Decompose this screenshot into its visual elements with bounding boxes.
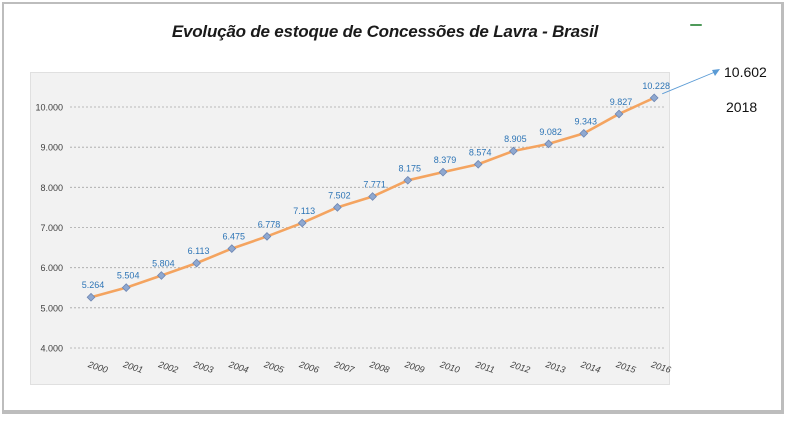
annotation-arrowhead	[712, 69, 720, 76]
x-tick-label: 2013	[544, 359, 567, 375]
data-label: 6.778	[258, 219, 281, 229]
y-tick-label: 10.000	[35, 103, 63, 113]
annotation-year: 2018	[726, 99, 758, 115]
data-point	[262, 232, 272, 241]
x-tick-label: 2014	[579, 359, 602, 375]
y-tick-label: 5.000	[40, 303, 63, 313]
data-label: 8.574	[469, 147, 492, 157]
data-point	[297, 218, 307, 228]
data-label: 9.343	[575, 116, 598, 126]
plot-area	[30, 72, 670, 385]
x-tick-label: 2010	[438, 359, 461, 375]
data-label: 7.502	[328, 190, 351, 200]
y-tick-label: 7.000	[40, 223, 63, 233]
y-tick-label: 4.000	[40, 344, 63, 354]
data-label: 9.082	[539, 127, 562, 137]
x-tick-label: 2008	[368, 359, 391, 375]
data-point	[544, 139, 553, 149]
data-point	[438, 167, 448, 177]
x-tick-label: 2007	[332, 359, 356, 375]
data-label: 9.827	[610, 97, 633, 107]
data-label: 7.113	[293, 206, 315, 216]
data-label: 8.905	[504, 134, 527, 144]
x-tick-label: 2015	[614, 359, 638, 375]
data-point	[192, 258, 201, 268]
data-point	[333, 202, 342, 212]
data-label: 10.228	[642, 81, 670, 91]
annotation-arrow	[662, 71, 716, 95]
x-tick-label: 2005	[262, 359, 286, 375]
data-label: 5.504	[117, 271, 140, 281]
title-decoration	[690, 24, 702, 26]
x-tick-label: 2016	[649, 359, 672, 375]
x-tick-label: 2011	[473, 359, 495, 375]
data-point	[227, 244, 237, 253]
data-label: 8.175	[399, 163, 422, 173]
data-point	[579, 129, 589, 138]
annotation-value: 10.602	[724, 64, 767, 80]
data-point	[473, 159, 483, 169]
y-tick-label: 8.000	[40, 183, 63, 193]
data-label: 8.379	[434, 155, 457, 165]
x-tick-label: 2003	[192, 359, 215, 375]
data-point	[121, 283, 131, 292]
chart-title: Evolução de estoque de Concessões de Lav…	[171, 22, 599, 41]
data-point	[157, 271, 166, 280]
y-tick-label: 6.000	[40, 263, 63, 273]
data-point	[649, 93, 659, 103]
x-tick-label: 2006	[297, 359, 320, 375]
x-tick-label: 2004	[227, 359, 250, 375]
data-point	[86, 292, 96, 302]
data-point	[509, 146, 518, 156]
x-tick-label: 2001	[121, 359, 144, 375]
x-tick-label: 2002	[156, 359, 179, 375]
data-point	[368, 192, 377, 201]
x-tick-label: 2000	[86, 359, 109, 375]
data-label: 6.113	[188, 246, 210, 256]
data-point	[403, 175, 413, 185]
data-point	[614, 109, 624, 119]
data-label: 5.804	[152, 259, 175, 269]
data-label: 6.475	[223, 232, 246, 242]
data-label: 7.771	[363, 180, 386, 190]
y-tick-label: 9.000	[40, 143, 63, 153]
x-tick-label: 2009	[403, 359, 426, 375]
data-label: 5.264	[82, 280, 105, 290]
x-tick-label: 2012	[508, 359, 531, 375]
